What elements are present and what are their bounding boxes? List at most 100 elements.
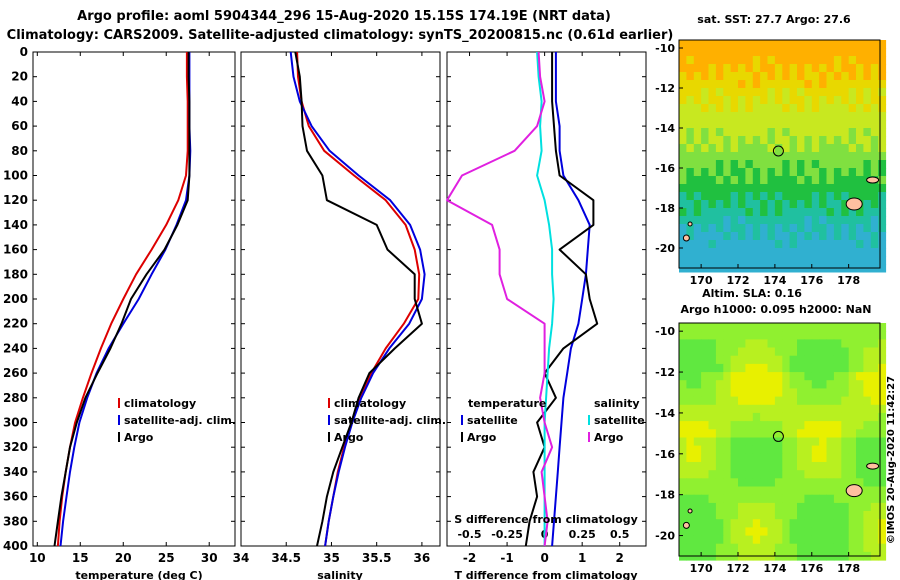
- map-cell: [723, 48, 732, 57]
- map-cell: [811, 494, 820, 504]
- map-cell: [878, 176, 887, 185]
- map-cell: [811, 192, 820, 201]
- map-cell: [804, 104, 813, 113]
- map-cell: [752, 160, 761, 169]
- map-cell: [752, 224, 761, 233]
- map-cell: [767, 104, 776, 113]
- map-cell: [708, 192, 717, 201]
- map-cell: [686, 453, 695, 463]
- map-cell: [789, 527, 798, 537]
- s-tick-label: 0.5: [610, 528, 630, 541]
- map-cell: [701, 88, 709, 97]
- map-cell: [811, 543, 820, 553]
- map-cell: [811, 527, 820, 537]
- map-cell: [730, 224, 739, 233]
- map-cell: [730, 396, 739, 406]
- map-cell: [752, 372, 761, 381]
- map-cell: [752, 404, 761, 414]
- legend-swatch-t-argo: [461, 432, 463, 442]
- legend-swatch-s-satellite: [588, 415, 590, 425]
- map-cell: [715, 380, 724, 389]
- sla-map: 170 172 174 176 178-10-12-14-16-18-20: [655, 322, 887, 575]
- map-cell: [745, 80, 754, 89]
- map-cell: [738, 40, 746, 49]
- map-cell: [819, 160, 827, 169]
- map-cell: [782, 216, 791, 225]
- map-cell: [819, 120, 827, 129]
- map-cell: [701, 256, 709, 265]
- map-cell: [804, 470, 813, 479]
- map-cell: [715, 502, 724, 512]
- map-cell: [752, 527, 761, 537]
- map-cell: [708, 347, 717, 357]
- map-cell: [826, 192, 835, 201]
- map-cell: [723, 152, 732, 161]
- map-cell: [774, 543, 783, 553]
- map-cell: [878, 543, 887, 553]
- map-cell: [738, 80, 746, 89]
- map-cell: [826, 543, 835, 553]
- map-cell: [789, 453, 798, 463]
- map-cell: [811, 168, 820, 177]
- map-cell: [870, 104, 879, 113]
- map-cell: [686, 535, 695, 545]
- map-cell: [686, 462, 695, 471]
- map-cell: [848, 404, 857, 414]
- legend-label-s-satellite: satellite: [594, 414, 645, 427]
- map-cell: [760, 502, 768, 512]
- map-cell: [863, 543, 872, 553]
- map-cell: [841, 160, 850, 169]
- series-line: [59, 52, 192, 547]
- map-cell: [826, 224, 835, 233]
- map-cell: [856, 372, 864, 381]
- map-cell: [701, 494, 709, 504]
- map-cell: [782, 502, 791, 512]
- map-cell: [708, 128, 717, 137]
- map-cell: [819, 380, 827, 389]
- map-cell: [841, 224, 850, 233]
- map-cell: [760, 543, 768, 553]
- map-cell: [767, 486, 776, 496]
- difference-legend: temperature satellite Argo salinity sate…: [461, 397, 645, 444]
- map-cell: [856, 388, 864, 398]
- map-cell: [760, 176, 768, 185]
- map-cell: [811, 88, 820, 97]
- map-cell: [686, 372, 695, 381]
- map-cell: [745, 136, 754, 145]
- map-cell: [693, 232, 702, 241]
- map-y-tick-label: -18: [655, 202, 675, 215]
- map-cell: [819, 96, 827, 105]
- map-cell: [708, 256, 717, 265]
- map-cell: [701, 363, 709, 373]
- map-cell: [679, 535, 687, 545]
- map-cell: [686, 527, 695, 537]
- map-cell: [715, 80, 724, 89]
- map-cell: [863, 404, 872, 414]
- map-cell: [833, 363, 842, 373]
- map-cell: [730, 470, 739, 479]
- map-cell: [701, 160, 709, 169]
- map-cell: [848, 502, 857, 512]
- map-cell: [745, 248, 754, 257]
- map-cell: [856, 396, 864, 406]
- map-cell: [789, 80, 798, 89]
- map-cell: [686, 96, 695, 105]
- map-cell: [738, 232, 746, 241]
- map-cell: [679, 64, 687, 73]
- map-cell: [686, 184, 695, 193]
- map-cell: [819, 72, 827, 81]
- map-cell: [878, 48, 887, 57]
- map-cell: [870, 323, 879, 332]
- map-cell: [745, 372, 754, 381]
- map-cell: [767, 437, 776, 447]
- map-cell: [878, 128, 887, 137]
- map-cell: [782, 478, 791, 487]
- map-cell: [738, 478, 746, 487]
- map-cell: [797, 396, 805, 406]
- map-cell: [679, 192, 687, 201]
- map-cell: [715, 200, 724, 209]
- map-cell: [789, 48, 798, 57]
- map-cell: [833, 339, 842, 349]
- map-cell: [730, 486, 739, 496]
- map-cell: [826, 421, 835, 430]
